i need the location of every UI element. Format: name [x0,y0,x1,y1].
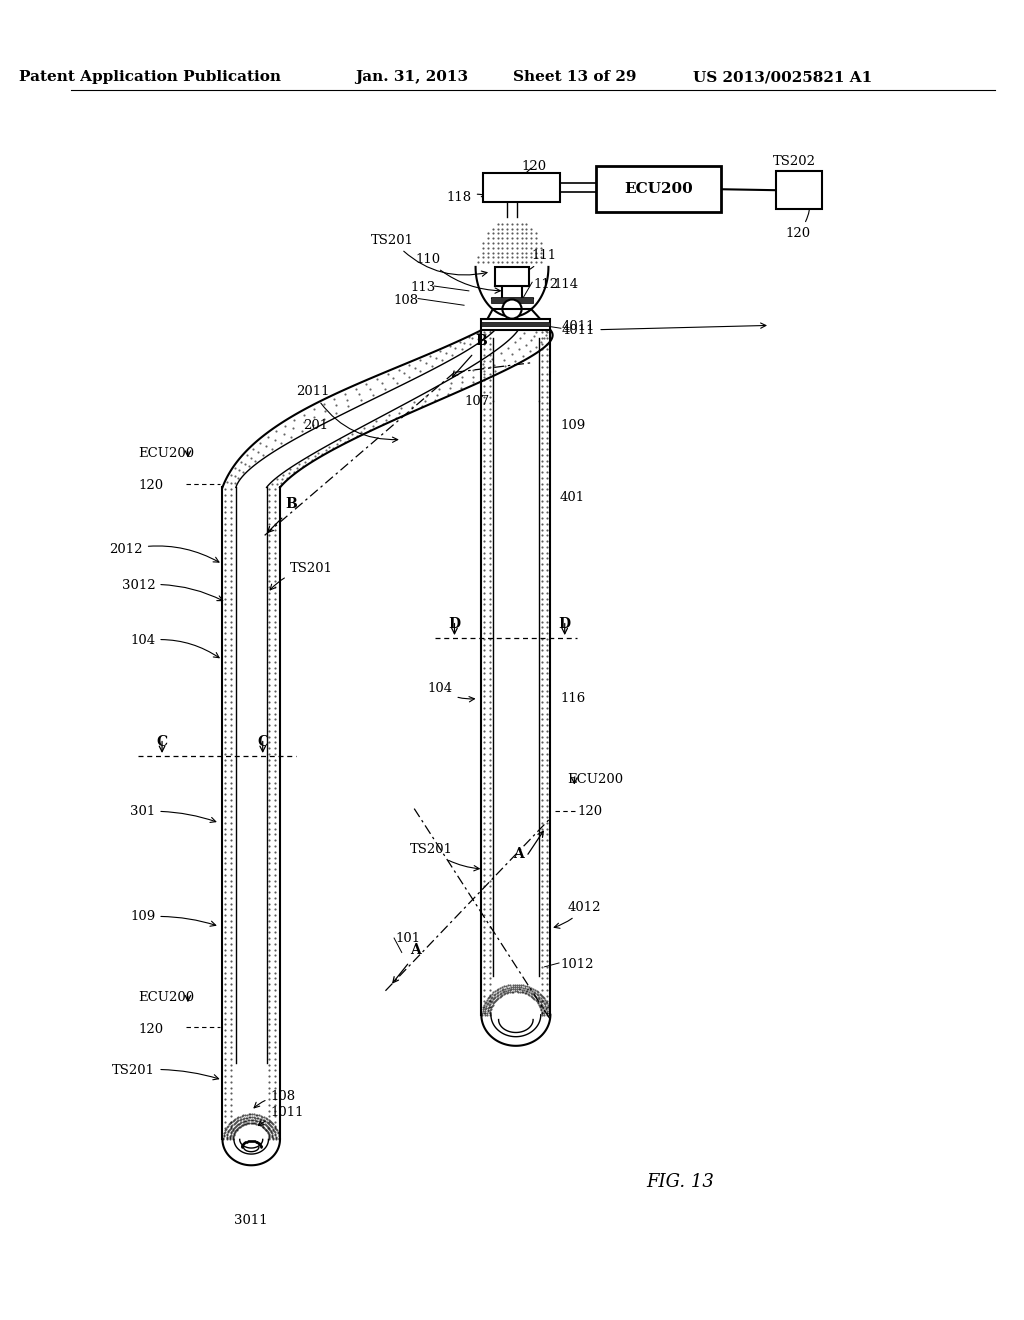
Text: 4011: 4011 [562,321,595,333]
Text: TS201: TS201 [410,843,479,871]
Text: 3012: 3012 [122,578,222,601]
Text: D: D [449,616,461,631]
Text: 120: 120 [578,805,602,818]
Text: TS202: TS202 [773,154,816,202]
Text: 111: 111 [520,249,556,275]
Text: 1011: 1011 [258,1106,304,1126]
Text: A: A [513,847,523,862]
Text: 2012: 2012 [110,544,219,562]
Text: 107: 107 [464,395,489,408]
Text: 120: 120 [138,479,163,492]
Text: TS201: TS201 [270,562,333,590]
Text: 114: 114 [553,277,579,290]
Text: 118: 118 [446,191,487,205]
Text: B: B [286,498,298,511]
Bar [490,297,534,304]
Text: Sheet 13 of 29: Sheet 13 of 29 [513,70,636,84]
Text: 101: 101 [395,932,420,945]
Text: 4011: 4011 [562,323,766,337]
Text: 120: 120 [521,160,547,173]
Text: 112: 112 [534,277,558,290]
Text: C: C [157,735,168,748]
Text: 104: 104 [427,682,474,702]
Text: 113: 113 [410,281,435,294]
Text: TS201: TS201 [113,1064,218,1080]
Bar [775,172,821,210]
Text: 401: 401 [560,491,585,503]
Text: B: B [475,334,487,348]
Text: ECU200: ECU200 [567,774,624,787]
Text: FIG. 13: FIG. 13 [646,1173,714,1192]
Text: 108: 108 [394,294,419,308]
Text: ECU200: ECU200 [625,182,693,197]
Text: 116: 116 [560,692,585,705]
Bar [495,267,529,286]
Bar [481,322,550,326]
Text: A: A [411,944,421,957]
Text: C: C [257,735,268,748]
Text: 104: 104 [130,635,219,657]
Circle shape [503,300,521,318]
Text: 120: 120 [785,180,810,240]
Text: 2011: 2011 [296,385,397,442]
Text: 120: 120 [138,1023,163,1036]
Bar [596,166,721,213]
Bar [483,173,560,202]
Bar [481,318,550,330]
Text: ECU200: ECU200 [138,991,195,1005]
Text: TS201: TS201 [372,234,487,276]
Text: Jan. 31, 2013: Jan. 31, 2013 [354,70,468,84]
Text: 1012: 1012 [560,958,594,972]
Text: 201: 201 [303,418,328,432]
Text: 3011: 3011 [234,1214,268,1228]
Text: 109: 109 [560,418,585,432]
Text: ECU200: ECU200 [138,447,195,461]
Text: 109: 109 [130,911,216,927]
Text: D: D [559,616,570,631]
Text: 301: 301 [130,805,216,822]
Text: 110: 110 [415,252,501,293]
Text: Patent Application Publication: Patent Application Publication [18,70,281,84]
Text: 108: 108 [254,1090,296,1107]
Text: US 2013/0025821 A1: US 2013/0025821 A1 [693,70,872,84]
Text: 4012: 4012 [554,900,601,928]
